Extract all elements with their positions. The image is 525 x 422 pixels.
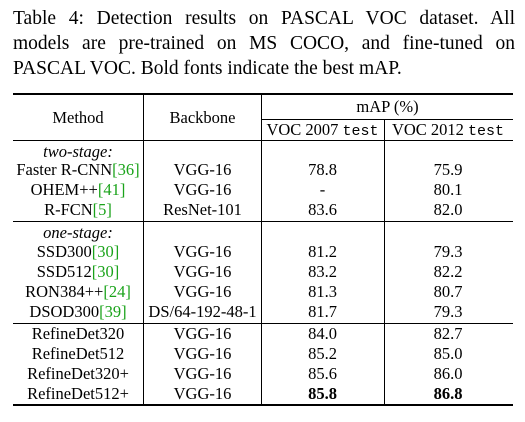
row-8-method-name: RefineDet512 <box>31 344 125 363</box>
caption-line-1: Table 4: Detection results on PASCAL VOC… <box>13 8 515 29</box>
row-10-method-name: RefineDet512+ <box>27 384 129 403</box>
row-8-voc2007: 85.2 <box>308 344 337 363</box>
caption-line-2: models are pre-trained on MS COCO, and f… <box>13 33 515 54</box>
header-voc2012-label: VOC 2012 <box>391 120 469 139</box>
row-3-citation: [30] <box>91 242 120 261</box>
map-subheader-rule <box>262 119 513 120</box>
row-3-voc2012: 79.3 <box>433 242 463 261</box>
column-divider-backbone <box>261 95 262 404</box>
row-0-voc2007: 78.8 <box>308 160 337 179</box>
header-map: mAP (%) <box>356 97 419 116</box>
caption-line-3: PASCAL VOC. Bold fonts indicate the best… <box>13 58 402 79</box>
column-divider-voc <box>384 120 385 404</box>
row-10-voc2012-best: 86.8 <box>433 384 463 403</box>
row-7-method-name: RefineDet320 <box>31 324 125 343</box>
row-4-method: SSD512[30] <box>13 262 143 282</box>
row-7-backbone: VGG-16 <box>173 324 232 343</box>
row-7-method: RefineDet320 <box>13 324 143 344</box>
group-label-two-stage: two-stage: <box>43 142 113 161</box>
row-2-voc2012: 82.0 <box>433 200 463 219</box>
row-2-backbone: ResNet-101 <box>163 200 242 219</box>
row-0-method-name: Faster R-CNN <box>16 160 113 179</box>
row-4-citation: [30] <box>91 262 120 281</box>
row-6-voc2012: 79.3 <box>433 302 463 321</box>
row-5-method: RON384++[24] <box>13 282 143 302</box>
row-9-voc2007: 85.6 <box>308 364 337 383</box>
row-4-backbone: VGG-16 <box>173 262 232 281</box>
row-4-voc2007: 83.2 <box>308 262 337 281</box>
row-0-voc2012: 75.9 <box>433 160 463 179</box>
row-9-voc2012: 86.0 <box>433 364 463 383</box>
header-backbone: Backbone <box>169 108 236 127</box>
row-3-voc2007: 81.2 <box>308 242 337 261</box>
row-6-method-name: DSOD300 <box>29 302 100 321</box>
row-2-method: R-FCN[5] <box>13 200 143 220</box>
bottom-rule <box>13 404 513 406</box>
row-8-backbone: VGG-16 <box>173 344 232 363</box>
group-label-one-stage: one-stage: <box>43 223 113 242</box>
header-method: Method <box>52 108 104 127</box>
top-rule <box>13 93 513 95</box>
header-voc2012-split: test <box>468 123 505 140</box>
row-6-backbone: DS/64-192-48-1 <box>148 302 257 321</box>
row-1-method-name: OHEM++ <box>30 180 98 199</box>
row-10-voc2007-best: 85.8 <box>308 384 337 403</box>
row-1-method: OHEM++[41] <box>13 180 143 200</box>
row-0-backbone: VGG-16 <box>173 160 232 179</box>
row-0-citation: [36] <box>112 160 140 179</box>
row-2-voc2007: 83.6 <box>308 200 337 219</box>
row-6-citation: [39] <box>99 302 127 321</box>
row-8-method: RefineDet512 <box>13 344 143 364</box>
row-7-voc2012: 82.7 <box>433 324 463 343</box>
table-caption: Table 4: Detection results on PASCAL VOC… <box>13 6 515 81</box>
row-1-voc2007: - <box>319 180 326 199</box>
row-9-backbone: VGG-16 <box>173 364 232 383</box>
row-5-backbone: VGG-16 <box>173 282 232 301</box>
row-4-voc2012: 82.2 <box>433 262 463 281</box>
row-5-voc2007: 81.3 <box>308 282 337 301</box>
row-3-backbone: VGG-16 <box>173 242 232 261</box>
row-2-method-name: R-FCN <box>44 200 93 219</box>
row-9-method: RefineDet320+ <box>13 364 143 384</box>
header-rule <box>13 140 513 141</box>
row-0-method: Faster R-CNN[36] <box>13 160 143 180</box>
column-divider-method <box>143 95 144 404</box>
row-1-citation: [41] <box>97 180 126 199</box>
row-9-method-name: RefineDet320+ <box>27 364 129 383</box>
row-3-method-name: SSD300 <box>36 242 92 261</box>
row-5-citation: [24] <box>103 282 131 301</box>
row-3-method: SSD300[30] <box>13 242 143 262</box>
row-10-backbone: VGG-16 <box>173 384 232 403</box>
row-1-backbone: VGG-16 <box>173 180 232 199</box>
row-1-voc2012: 80.1 <box>433 180 463 199</box>
header-voc2007: VOC 2007 test <box>262 120 383 142</box>
row-6-voc2007: 81.7 <box>308 302 337 321</box>
group-separator-rule <box>13 221 513 222</box>
row-10-method: RefineDet512+ <box>13 384 143 404</box>
row-2-citation: [5] <box>92 200 112 219</box>
row-8-voc2012: 85.0 <box>433 344 463 363</box>
row-5-method-name: RON384++ <box>25 282 104 301</box>
header-voc2012: VOC 2012 test <box>385 120 511 142</box>
row-4-method-name: SSD512 <box>36 262 92 281</box>
header-voc2007-label: VOC 2007 <box>266 120 343 139</box>
header-voc2007-split: test <box>342 123 379 140</box>
refinedet-separator-rule <box>13 323 513 324</box>
row-5-voc2012: 80.7 <box>433 282 463 301</box>
row-7-voc2007: 84.0 <box>308 324 337 343</box>
row-6-method: DSOD300[39] <box>13 302 143 322</box>
